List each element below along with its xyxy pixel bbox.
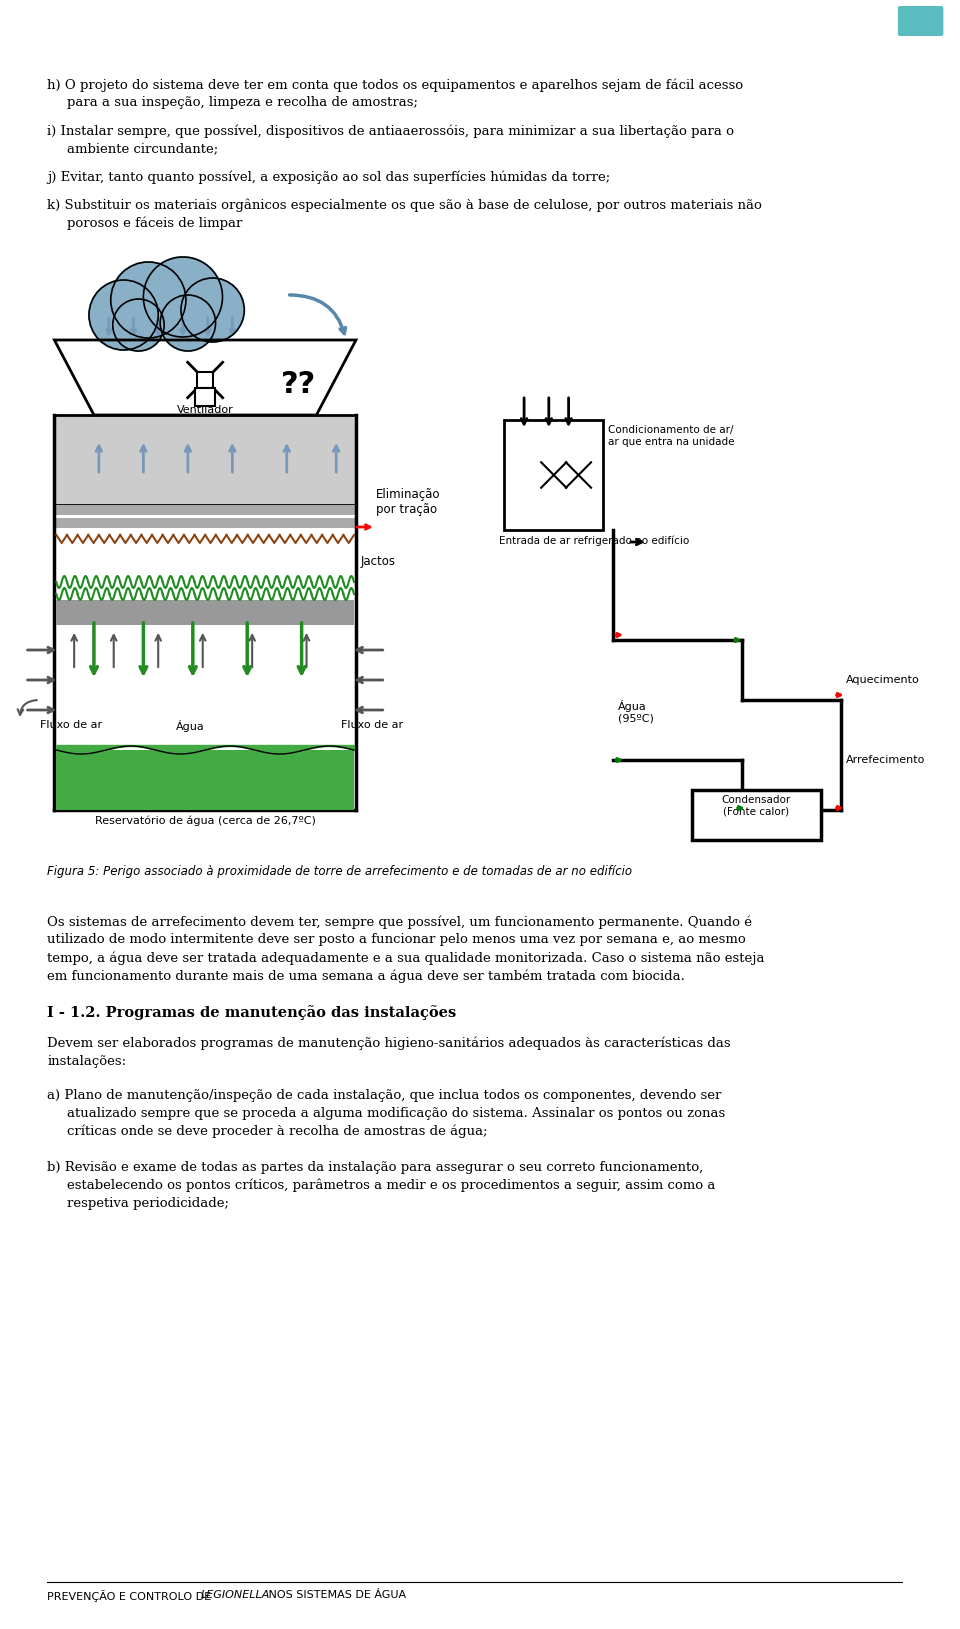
Text: LEGIONELLA: LEGIONELLA [201,1590,270,1600]
Text: Reservatório de água (cerca de 26,7ºC): Reservatório de água (cerca de 26,7ºC) [95,814,316,826]
Bar [55,505,356,515]
Text: k) Substituir os materiais orgânicos especialmente os que são à base de celulose: k) Substituir os materiais orgânicos esp… [47,199,762,212]
Text: porosos e fáceis de limpar: porosos e fáceis de limpar [67,217,243,230]
Text: Eliminação
por tração: Eliminação por tração [375,489,441,516]
Text: instalações:: instalações: [47,1056,127,1069]
Text: NOS SISTEMAS DE ÁGUA: NOS SISTEMAS DE ÁGUA [265,1590,406,1600]
Text: Água: Água [176,720,204,731]
Text: para a sua inspeção, limpeza e recolha de amostras;: para a sua inspeção, limpeza e recolha d… [67,96,419,109]
Text: Aquecimento: Aquecimento [846,674,920,686]
Bar [57,599,354,626]
Bar [57,749,354,810]
Circle shape [89,280,158,350]
Text: Os sistemas de arrefecimento devem ter, sempre que possível, um funcionamento pe: Os sistemas de arrefecimento devem ter, … [47,915,753,929]
Text: Condicionamento de ar/
ar que entra na unidade: Condicionamento de ar/ ar que entra na u… [608,425,734,446]
Text: críticas onde se deve proceder à recolha de amostras de água;: críticas onde se deve proceder à recolha… [67,1126,488,1139]
Text: a) Plano de manutenção/inspeção de cada instalação, que inclua todos os componen: a) Plano de manutenção/inspeção de cada … [47,1090,722,1101]
Bar [197,371,213,388]
Text: respetiva periodicidade;: respetiva periodicidade; [67,1197,229,1210]
Text: h) O projeto do sistema deve ter em conta que todos os equipamentos e aparelhos : h) O projeto do sistema deve ter em cont… [47,78,744,91]
Bar [55,415,356,505]
Text: i) Instalar sempre, que possível, dispositivos de antiaaerossóis, para minimizar: i) Instalar sempre, que possível, dispos… [47,124,734,137]
Text: 11: 11 [909,11,932,28]
Text: estabelecendo os pontos críticos, parâmetros a medir e os procedimentos a seguir: estabelecendo os pontos críticos, parâme… [67,1179,715,1192]
Text: Jactos: Jactos [361,555,396,569]
Text: em funcionamento durante mais de uma semana a água deve ser também tratada com b: em funcionamento durante mais de uma sem… [47,969,685,982]
Text: Fluxo de ar: Fluxo de ar [341,720,403,730]
Text: Devem ser elaborados programas de manutenção higieno-sanitários adequados às car: Devem ser elaborados programas de manute… [47,1038,732,1051]
Bar [57,529,354,771]
Circle shape [110,262,186,337]
Text: utilizado de modo intermitente deve ser posto a funcionar pelo menos uma vez por: utilizado de modo intermitente deve ser … [47,933,746,946]
Text: I - 1.2. Programas de manutenção das instalações: I - 1.2. Programas de manutenção das ins… [47,1005,457,1020]
Bar [195,388,215,406]
Text: Figura 5: Perigo associado à proximidade de torre de arrefecimento e de tomadas : Figura 5: Perigo associado à proximidade… [47,865,633,878]
Text: b) Revisão e exame de todas as partes da instalação para assegurar o seu correto: b) Revisão e exame de todas as partes da… [47,1161,704,1175]
Text: tempo, a água deve ser tratada adequadamente e a sua qualidade monitorizada. Cas: tempo, a água deve ser tratada adequadam… [47,951,765,964]
FancyBboxPatch shape [898,7,944,36]
Circle shape [160,295,216,350]
Text: Fluxo de ar: Fluxo de ar [39,720,102,730]
Text: Arrefecimento: Arrefecimento [846,754,924,766]
Text: j) Evitar, tanto quanto possível, a exposição ao sol das superfícies húmidas da : j) Evitar, tanto quanto possível, a expo… [47,169,611,184]
Circle shape [112,300,164,350]
Text: Ventilador: Ventilador [177,406,233,415]
Text: ambiente circundante;: ambiente circundante; [67,142,219,155]
Bar [692,790,821,841]
Circle shape [143,257,223,337]
Text: ??: ?? [281,370,316,399]
Text: Condensador
(Fonte calor): Condensador (Fonte calor) [722,795,791,816]
Text: Água
(95ºC): Água (95ºC) [618,700,654,723]
Circle shape [181,279,244,342]
Bar [504,420,603,529]
Text: atualizado sempre que se proceda a alguma modificação do sistema. Assinalar os p: atualizado sempre que se proceda a algum… [67,1108,726,1121]
Bar [55,518,356,528]
Text: PREVENÇÃO E CONTROLO DE: PREVENÇÃO E CONTROLO DE [47,1590,215,1601]
Text: Entrada de ar refrigerado no edifício: Entrada de ar refrigerado no edifício [499,534,689,546]
